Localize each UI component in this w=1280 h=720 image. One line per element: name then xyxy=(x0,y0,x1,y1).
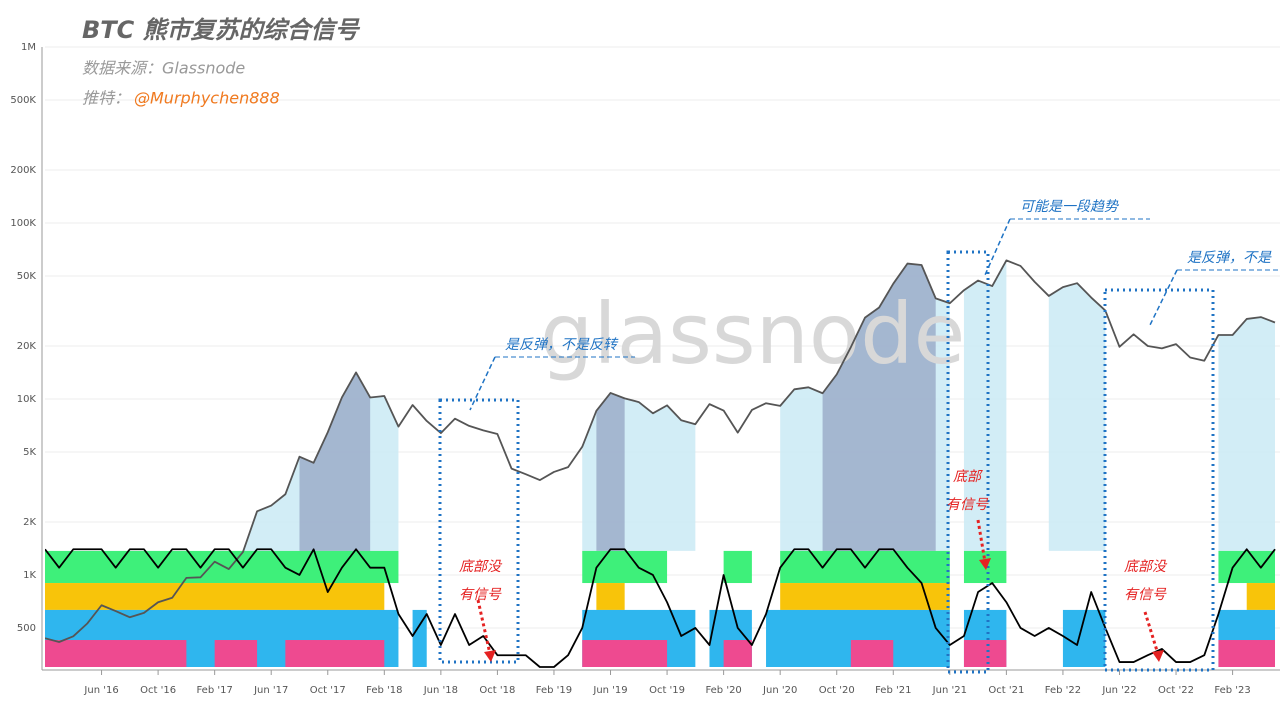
y-tick-label: 20K xyxy=(17,341,37,352)
x-tick-label: Feb '18 xyxy=(366,685,402,696)
annotation-arrow xyxy=(1149,269,1178,326)
x-tick-label: Feb '17 xyxy=(196,685,232,696)
signal-band xyxy=(45,640,187,667)
watermark: glassnode xyxy=(540,285,965,383)
note-arrow xyxy=(476,599,492,655)
x-tick-label: Jun '19 xyxy=(592,685,627,696)
y-tick-label: 50K xyxy=(17,271,37,282)
x-tick-label: Jun '22 xyxy=(1101,685,1136,696)
twitter-handle: @Murphychen888 xyxy=(134,89,280,108)
signal-band xyxy=(214,640,258,667)
signal-band xyxy=(412,609,427,667)
annotation: 是反弹，不是 xyxy=(1187,250,1272,266)
x-tick-label: Oct '19 xyxy=(649,685,685,696)
x-tick-label: Feb '22 xyxy=(1045,685,1081,696)
x-tick-label: Jun '18 xyxy=(423,685,458,696)
x-tick-label: Oct '20 xyxy=(819,685,855,696)
highlight xyxy=(596,392,625,551)
plot-area xyxy=(45,46,1280,667)
signal-band xyxy=(596,583,625,610)
bottom-note: 底部没 xyxy=(459,559,503,575)
note-arrow xyxy=(1143,611,1160,655)
signal-band xyxy=(582,640,668,667)
bottom-note: 有信号 xyxy=(1124,587,1167,603)
note-arrowhead xyxy=(979,558,991,570)
annotation-box xyxy=(1103,288,1215,672)
highlight xyxy=(299,372,371,551)
y-tick-label: 1K xyxy=(23,570,36,581)
bottom-note: 有信号 xyxy=(459,587,502,603)
x-tick-label: Oct '16 xyxy=(140,685,176,696)
x-tick-label: Oct '22 xyxy=(1158,685,1194,696)
series-line xyxy=(45,259,1276,643)
y-tick-label: 500K xyxy=(10,95,36,106)
highlight xyxy=(1218,317,1275,551)
annotation-box xyxy=(946,250,990,674)
signal-band xyxy=(963,640,1007,667)
annotation: 可能是一段趋势 xyxy=(1020,199,1120,215)
signal-band xyxy=(1218,550,1275,584)
note-arrowhead xyxy=(1152,650,1164,662)
plot-lines xyxy=(45,259,1276,668)
annotation: 是反弹，不是反转 xyxy=(505,337,619,353)
signal-band xyxy=(45,550,399,584)
signal-band xyxy=(723,640,752,667)
bottom-note: 底部没 xyxy=(1124,559,1168,575)
signal-band xyxy=(1246,583,1275,610)
annotation-arrow xyxy=(469,356,496,411)
x-tick-label: Jun '21 xyxy=(932,685,967,696)
x-tick-label: Jun '20 xyxy=(762,685,797,696)
annotation-box xyxy=(438,398,520,664)
annotation-arrow xyxy=(984,218,1011,276)
x-tick-label: Feb '19 xyxy=(536,685,572,696)
x-tick-label: Jun '16 xyxy=(83,685,118,696)
signal-band xyxy=(45,583,385,610)
series-line xyxy=(45,548,1276,668)
bottom-note: 底部 xyxy=(953,469,983,485)
y-tick-label: 200K xyxy=(10,165,36,176)
bottom-note: 有信号 xyxy=(946,497,989,513)
twitter-label: 推特： xyxy=(82,89,130,108)
signal-band xyxy=(723,550,752,584)
x-tick-label: Oct '21 xyxy=(988,685,1024,696)
highlight xyxy=(963,260,1007,551)
note-arrow xyxy=(976,519,987,563)
source: 数据来源：Glassnode xyxy=(82,59,245,78)
y-tick-label: 100K xyxy=(10,218,36,229)
signal-band xyxy=(780,583,950,610)
chart-title: BTC 熊市复苏的综合信号 xyxy=(82,16,361,44)
highlight xyxy=(1048,283,1106,551)
signal-band xyxy=(285,640,385,667)
y-tick-label: 500 xyxy=(17,623,36,634)
x-tick-label: Oct '18 xyxy=(479,685,515,696)
y-tick-label: 1M xyxy=(21,42,36,53)
x-tick-label: Oct '17 xyxy=(310,685,346,696)
x-tick-label: Feb '23 xyxy=(1214,685,1250,696)
y-tick-label: 5K xyxy=(23,447,36,458)
y-tick-label: 2K xyxy=(23,517,36,528)
note-arrowhead xyxy=(484,650,496,662)
signal-band xyxy=(1218,640,1275,667)
overlay: 500 1K 2K 5K 10K 20K 50K 100K 200K 500K 1M Jun '16 O… xyxy=(10,42,1280,696)
signal-band xyxy=(850,640,894,667)
x-tick-label: Jun '17 xyxy=(253,685,288,696)
highlight xyxy=(822,263,936,551)
x-tick-label: Feb '21 xyxy=(875,685,911,696)
x-tick-label: Feb '20 xyxy=(705,685,741,696)
y-tick-label: 10K xyxy=(17,394,37,405)
